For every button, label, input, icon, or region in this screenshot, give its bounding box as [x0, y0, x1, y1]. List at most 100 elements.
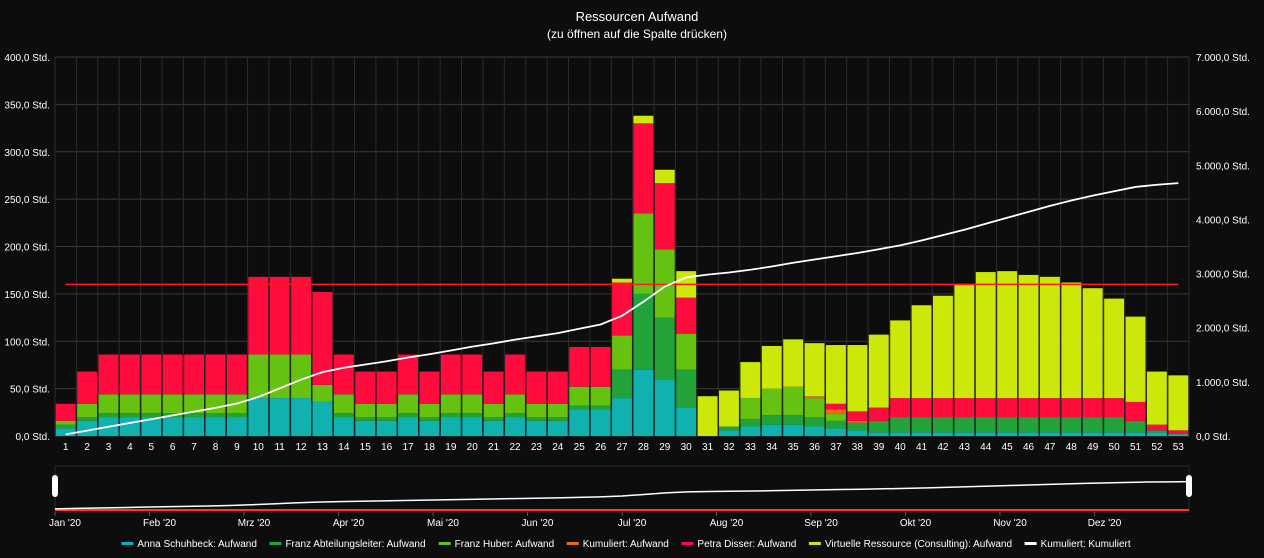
bar-column[interactable] [975, 272, 996, 436]
bar-segment[interactable] [654, 169, 675, 184]
bar-segment[interactable] [1146, 424, 1167, 431]
bar-segment[interactable] [205, 417, 226, 436]
bar-segment[interactable] [1146, 432, 1167, 436]
bar-column[interactable] [804, 343, 825, 436]
bar-column[interactable] [291, 276, 312, 436]
bar-column[interactable] [590, 346, 611, 436]
bar-segment[interactable] [868, 420, 889, 433]
bar-segment[interactable] [184, 417, 205, 436]
bar-segment[interactable] [676, 369, 697, 408]
bar-segment[interactable] [804, 417, 825, 427]
bar-segment[interactable] [483, 417, 504, 421]
bar-segment[interactable] [376, 403, 397, 418]
bar-segment[interactable] [783, 424, 804, 436]
bar-column[interactable] [1168, 375, 1189, 436]
bar-segment[interactable] [932, 398, 953, 418]
legend-item[interactable]: Virtuelle Ressource (Consulting): Aufwan… [808, 539, 1012, 550]
bar-segment[interactable] [141, 413, 162, 418]
bar-segment[interactable] [269, 276, 290, 355]
bar-segment[interactable] [376, 417, 397, 421]
bar-segment[interactable] [77, 417, 98, 421]
bar-segment[interactable] [1104, 398, 1125, 418]
bar-segment[interactable] [654, 317, 675, 380]
bar-segment[interactable] [547, 420, 568, 436]
bar-segment[interactable] [761, 388, 782, 416]
bar-segment[interactable] [184, 413, 205, 418]
bar-segment[interactable] [398, 354, 418, 395]
legend-item[interactable]: Kumuliert: Kumuliert [1024, 539, 1131, 550]
bar-segment[interactable] [55, 420, 76, 425]
bar-segment[interactable] [440, 354, 461, 395]
bar-segment[interactable] [355, 420, 376, 436]
bar-segment[interactable] [719, 430, 739, 436]
bar-segment[interactable] [740, 418, 761, 427]
bar-segment[interactable] [1168, 375, 1189, 431]
bar-segment[interactable] [868, 407, 889, 421]
bar-segment[interactable] [55, 424, 76, 429]
bar-segment[interactable] [1018, 274, 1039, 399]
bar-segment[interactable] [954, 417, 975, 433]
bar-segment[interactable] [419, 403, 440, 418]
bar-segment[interactable] [826, 420, 846, 429]
bar-segment[interactable] [226, 417, 247, 436]
bar-segment[interactable] [226, 413, 247, 418]
bar-segment[interactable] [868, 334, 889, 408]
bar-column[interactable] [355, 371, 376, 436]
bar-column[interactable] [55, 403, 76, 436]
bar-segment[interactable] [1104, 417, 1125, 433]
bar-segment[interactable] [526, 371, 547, 404]
bar-segment[interactable] [1039, 432, 1060, 436]
bar-column[interactable] [77, 371, 98, 436]
bar-column[interactable] [676, 271, 697, 436]
bar-segment[interactable] [505, 417, 525, 436]
bar-segment[interactable] [483, 420, 504, 436]
bar-segment[interactable] [654, 379, 675, 436]
bar-segment[interactable] [997, 432, 1018, 436]
bar-segment[interactable] [676, 297, 697, 334]
bar-segment[interactable] [1125, 401, 1146, 421]
bar-segment[interactable] [205, 413, 226, 418]
bar-segment[interactable] [98, 394, 119, 414]
bar-segment[interactable] [590, 386, 611, 406]
bar-segment[interactable] [141, 354, 162, 395]
bar-segment[interactable] [954, 398, 975, 418]
bar-segment[interactable] [55, 428, 76, 436]
bar-segment[interactable] [590, 405, 611, 410]
bar-segment[interactable] [333, 394, 354, 414]
bar-segment[interactable] [612, 278, 632, 283]
bar-segment[interactable] [954, 284, 975, 399]
bar-segment[interactable] [141, 417, 162, 436]
bar-segment[interactable] [719, 426, 739, 431]
bar-column[interactable] [569, 346, 590, 436]
bar-segment[interactable] [761, 424, 782, 436]
bar-segment[interactable] [633, 123, 654, 214]
bar-segment[interactable] [890, 320, 911, 399]
bar-segment[interactable] [975, 417, 996, 433]
bar-segment[interactable] [226, 354, 247, 395]
bar-segment[interactable] [826, 428, 846, 436]
bar-column[interactable] [248, 276, 269, 436]
bar-segment[interactable] [1146, 371, 1167, 425]
bar-segment[interactable] [911, 432, 932, 436]
bar-segment[interactable] [77, 403, 98, 418]
bar-segment[interactable] [162, 354, 183, 395]
bar-segment[interactable] [847, 345, 868, 412]
bar-segment[interactable] [376, 420, 397, 436]
bar-column[interactable] [505, 354, 525, 436]
bar-segment[interactable] [975, 432, 996, 436]
bar-segment[interactable] [997, 398, 1018, 418]
bar-segment[interactable] [505, 394, 525, 414]
bar-segment[interactable] [1082, 417, 1103, 433]
bar-segment[interactable] [868, 432, 889, 436]
bar-segment[interactable] [333, 413, 354, 418]
bar-segment[interactable] [419, 371, 440, 404]
bar-column[interactable] [1104, 298, 1125, 436]
bar-column[interactable] [483, 371, 504, 436]
bar-column[interactable] [1039, 276, 1060, 436]
bar-column[interactable] [269, 276, 290, 436]
bar-segment[interactable] [911, 398, 932, 418]
bar-column[interactable] [1125, 316, 1146, 436]
bar-column[interactable] [547, 371, 568, 436]
bar-segment[interactable] [783, 339, 804, 387]
bar-column[interactable] [333, 354, 354, 436]
